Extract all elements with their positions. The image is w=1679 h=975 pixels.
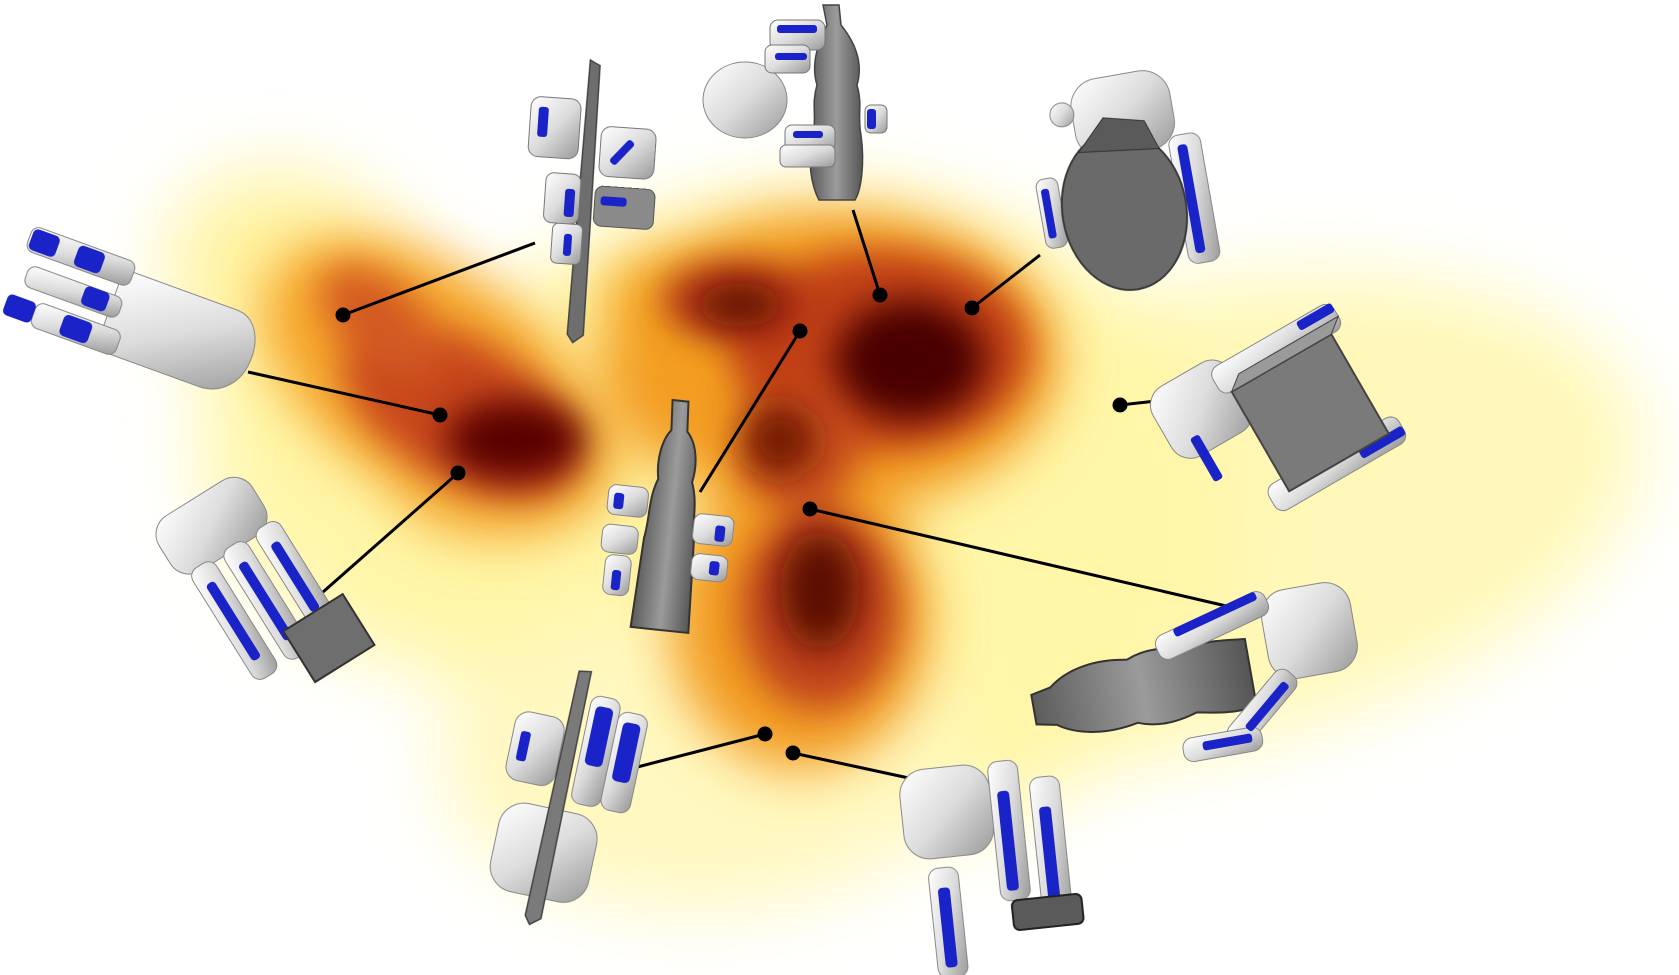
embedding-point-knife-pinch [335, 307, 351, 323]
connector-open-hand [247, 370, 441, 417]
phone-icon [1010, 892, 1085, 931]
embedding-point-bottle-center [792, 323, 808, 339]
embedding-point-bottle-wrap-dark [964, 300, 980, 316]
box-icon [281, 592, 376, 684]
density-heatmap [166, 171, 1643, 910]
box-icon [1230, 315, 1391, 493]
robot-hand-icon [899, 759, 1073, 975]
connector-phone-grasp [792, 751, 919, 782]
bottle-icon [629, 398, 697, 635]
robot-hand-icon [2, 227, 256, 390]
grasp-bottle-top [702, 4, 888, 201]
embedding-point-box-grasp [1112, 397, 1128, 413]
knife-icon [566, 58, 601, 344]
connector-bottle-top [851, 209, 882, 296]
embedding-point-bottle-top [872, 287, 888, 303]
grasp-box-power [155, 476, 376, 684]
robot-hand-icon [1154, 582, 1358, 763]
grasp-open-hand [2, 227, 256, 390]
connector-knife-pinch [342, 241, 536, 317]
density-layer-peak [445, 283, 985, 650]
bottle-icon [1060, 117, 1189, 292]
grasp-knife-wrap [489, 670, 648, 926]
embedding-point-bottle-side [802, 501, 818, 517]
connector-bottle-wrap-dark [971, 253, 1041, 310]
embedding-point-box-power [450, 465, 466, 481]
grasp-phone-grasp [899, 759, 1085, 975]
embedding-point-phone-grasp [785, 745, 801, 761]
grasp-bottle-side [1030, 582, 1358, 763]
grasp-bottle-center [600, 398, 735, 635]
embedding-point-knife-wrap [757, 726, 773, 742]
robot-hand-icon [702, 19, 888, 168]
robot-hand-icon [527, 96, 657, 265]
embedding-point-open-hand [432, 407, 448, 423]
knife-icon [524, 670, 593, 926]
grasp-box-grasp [1149, 303, 1407, 512]
robot-hand-icon [600, 484, 735, 597]
connector-bottle-side [809, 507, 1253, 614]
grasp-bottle-wrap-dark [1035, 70, 1221, 292]
connector-bottle-center [698, 330, 802, 493]
grasp-thumbnails [2, 4, 1407, 975]
connector-box-power [322, 471, 459, 594]
connector-knife-wrap [617, 732, 766, 774]
grasp-knife-pinch [527, 58, 657, 344]
